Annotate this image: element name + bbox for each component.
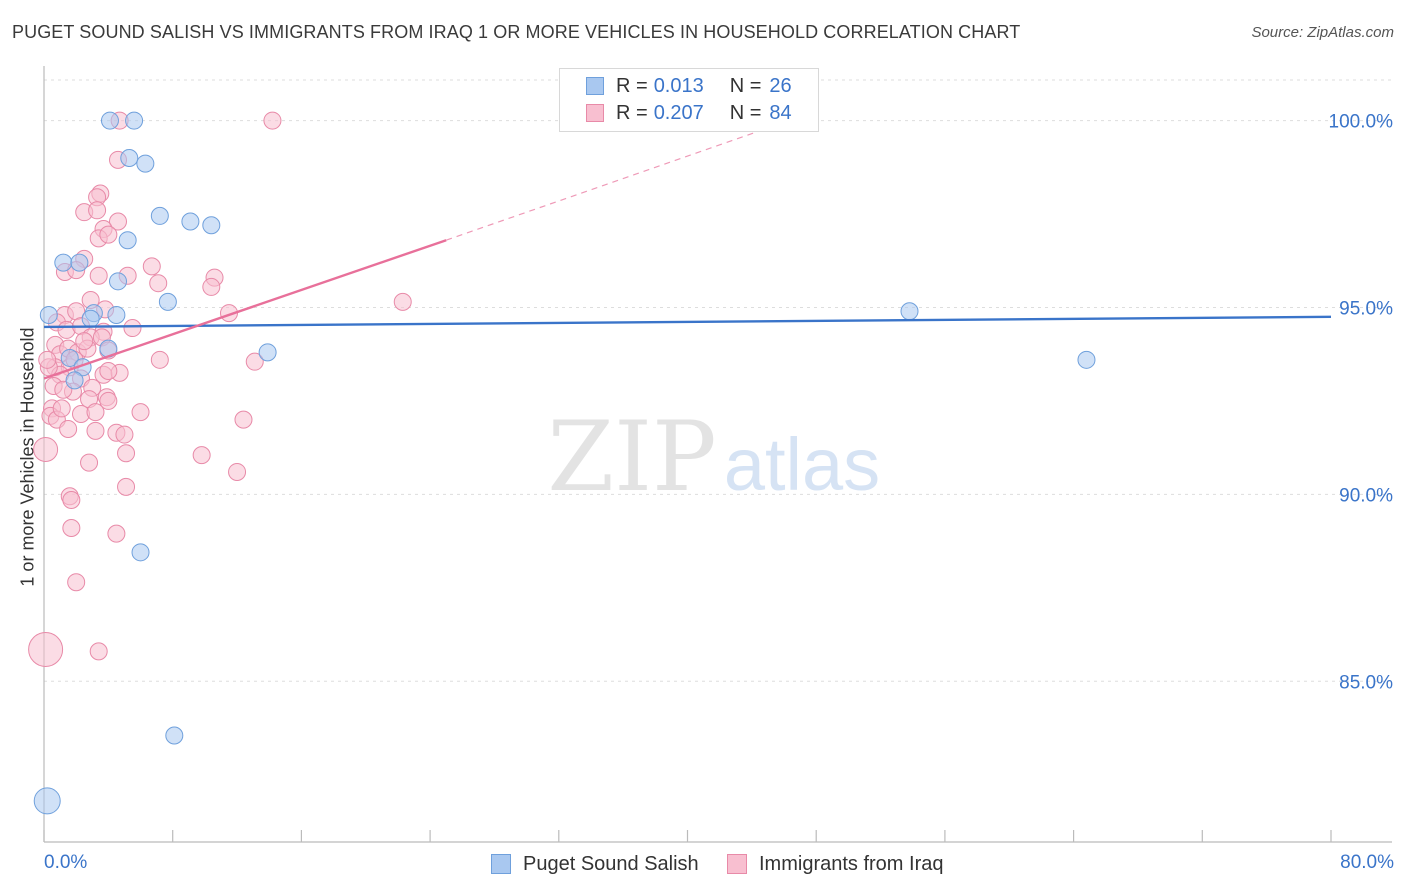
- y-tick-labels: 85.0% 90.0% 95.0% 100.0%: [1329, 112, 1394, 694]
- salish-point: [181, 212, 200, 231]
- iraq-point: [228, 462, 247, 481]
- correlation-legend: R = 0.013 N = 26 R = 0.207 N = 84: [559, 68, 819, 132]
- watermark-atlas: atlas: [724, 423, 880, 506]
- salish-point: [100, 111, 119, 130]
- x-tick-label-max: 80.0%: [1340, 852, 1394, 873]
- legend-n-label: N =: [729, 74, 762, 97]
- iraq-point: [245, 352, 264, 371]
- iraq-point: [62, 490, 81, 509]
- salish-point: [1077, 350, 1096, 369]
- iraq-point: [89, 266, 108, 285]
- salish-point: [60, 348, 79, 367]
- salish-point: [54, 253, 73, 272]
- iraq-point: [117, 477, 136, 496]
- iraq-point: [80, 453, 99, 472]
- iraq-point: [33, 437, 59, 463]
- iraq-point: [117, 444, 136, 463]
- salish-point: [202, 216, 221, 235]
- iraq-point: [107, 524, 126, 543]
- salish-point: [39, 305, 58, 324]
- iraq-point: [202, 277, 221, 296]
- salish-point: [136, 154, 155, 173]
- iraq-point: [142, 257, 161, 276]
- y-tick-label: 85.0%: [1339, 672, 1393, 693]
- iraq-point: [67, 573, 86, 592]
- iraq-point: [131, 403, 150, 422]
- salish-point: [120, 148, 139, 167]
- salish-trend-line: [43, 315, 1332, 329]
- source-label: Source: ZipAtlas.com: [1251, 24, 1394, 41]
- iraq-point: [38, 350, 57, 369]
- iraq-point: [86, 403, 105, 422]
- series-salish-points: [33, 111, 1096, 815]
- trend-lines: [43, 127, 1332, 380]
- iraq-point: [28, 632, 64, 667]
- legend-n-label: N =: [729, 101, 762, 124]
- salish-point: [107, 305, 126, 324]
- iraq-point: [123, 319, 142, 338]
- iraq-point: [88, 201, 107, 220]
- iraq-trend-line: [43, 239, 447, 380]
- legend-n-value: 84: [769, 101, 792, 124]
- iraq-trend-extension: [445, 127, 769, 241]
- iraq-point: [59, 419, 78, 438]
- iraq-point: [86, 421, 105, 440]
- legend-row-iraq: R = 0.207 N = 84: [586, 100, 792, 126]
- iraq-point: [99, 225, 118, 244]
- watermark: ZIP atlas: [547, 401, 880, 513]
- salish-point: [165, 726, 184, 745]
- legend-r-value: 0.207: [653, 101, 704, 124]
- bottom-legend-label-iraq: Immigrants from Iraq: [759, 852, 944, 875]
- legend-r-value: 0.013: [653, 74, 704, 97]
- salish-point: [900, 302, 919, 321]
- bottom-legend-swatch-salish: [491, 854, 511, 874]
- iraq-point: [75, 332, 94, 351]
- salish-point: [125, 111, 144, 130]
- watermark-zip: ZIP: [547, 401, 716, 513]
- iraq-point: [234, 410, 253, 429]
- y-tick-label: 95.0%: [1339, 298, 1393, 319]
- bottom-legend-label-salish: Puget Sound Salish: [523, 852, 699, 875]
- salish-point: [118, 231, 137, 250]
- salish-point: [150, 206, 169, 225]
- axes: [43, 66, 1392, 843]
- legend-swatch-salish: [586, 77, 604, 95]
- legend-row-salish: R = 0.013 N = 26: [586, 73, 792, 99]
- legend-n-value: 26: [769, 74, 792, 97]
- iraq-point: [52, 399, 71, 418]
- chart-title: PUGET SOUND SALISH VS IMMIGRANTS FROM IR…: [12, 22, 1021, 42]
- iraq-point: [62, 519, 81, 538]
- bottom-legend-swatch-iraq: [727, 854, 747, 874]
- salish-point: [131, 543, 150, 562]
- salish-point: [70, 253, 89, 272]
- legend-swatch-iraq: [586, 104, 604, 122]
- gridlines: [44, 79, 1392, 682]
- iraq-point: [263, 111, 282, 130]
- salish-point: [109, 272, 128, 291]
- legend-r-label: R =: [616, 101, 648, 124]
- iraq-point: [115, 425, 134, 444]
- x-tick-label-min: 0.0%: [44, 852, 88, 873]
- iraq-point: [99, 362, 118, 381]
- salish-point: [81, 309, 100, 328]
- bottom-legend-salish: Puget Sound Salish: [491, 850, 699, 878]
- iraq-point: [393, 292, 412, 311]
- bottom-legend-iraq: Immigrants from Iraq: [727, 850, 943, 878]
- series-iraq-points: [28, 111, 412, 667]
- salish-point: [33, 787, 61, 815]
- salish-point: [158, 292, 177, 311]
- iraq-point: [150, 350, 169, 369]
- iraq-point: [99, 391, 118, 410]
- iraq-point: [149, 274, 168, 293]
- salish-point: [258, 343, 277, 362]
- y-tick-label: 90.0%: [1339, 485, 1393, 506]
- iraq-point: [109, 212, 128, 231]
- legend-r-label: R =: [616, 74, 648, 97]
- iraq-point: [192, 446, 211, 465]
- salish-point: [65, 371, 84, 390]
- iraq-point: [89, 642, 108, 661]
- y-tick-label: 100.0%: [1329, 112, 1394, 133]
